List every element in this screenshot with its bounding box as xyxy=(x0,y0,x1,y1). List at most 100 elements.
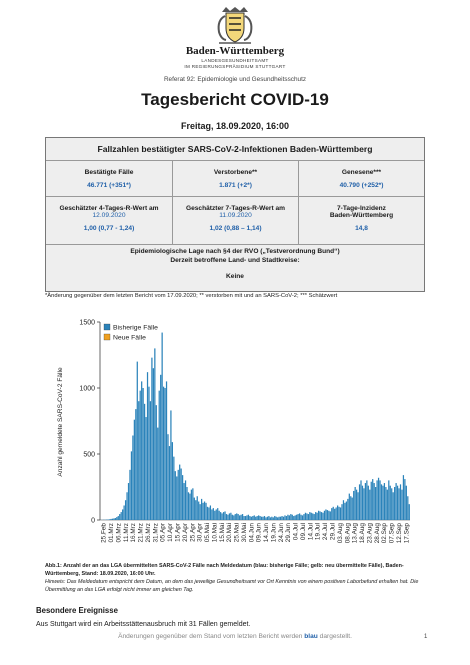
x-tick-label: 03.Aug xyxy=(337,523,344,544)
x-tick-label: 24.Jun xyxy=(278,523,285,543)
bar-bisherige xyxy=(127,483,130,520)
legend-swatch xyxy=(103,333,111,341)
bar-bisherige xyxy=(236,513,238,520)
bar-bisherige xyxy=(155,405,157,520)
bar-bisherige xyxy=(215,509,217,520)
bar-bisherige xyxy=(149,401,152,520)
x-tick-label: 30.Mai xyxy=(241,523,248,542)
x-tick-label: 25.Apr xyxy=(189,522,196,542)
bar-bisherige xyxy=(399,484,402,520)
bar-bisherige xyxy=(111,518,114,520)
bar-bisherige xyxy=(230,512,232,520)
bar-bisherige xyxy=(364,483,367,520)
bar-bisherige xyxy=(199,504,201,520)
bar-bisherige xyxy=(239,515,241,520)
bar-bisherige xyxy=(385,487,387,520)
table-heading-row: Fallzahlen bestätigter SARS-CoV-2-Infekt… xyxy=(46,138,424,161)
x-tick-label: 24.Jul xyxy=(322,523,329,540)
bar-bisherige xyxy=(272,517,274,520)
bar-bisherige xyxy=(206,506,209,520)
bar-bisherige xyxy=(217,508,219,520)
bar-bisherige xyxy=(165,381,168,520)
bar-bisherige xyxy=(291,514,293,520)
x-tick-label: 28.Aug xyxy=(374,523,381,544)
bar-bisherige xyxy=(293,516,295,520)
y-tick-label: 500 xyxy=(83,451,95,458)
bar-bisherige xyxy=(328,510,330,520)
bar-bisherige xyxy=(268,516,270,520)
bar-bisherige xyxy=(320,512,323,520)
x-tick-label: 04.Jun xyxy=(248,523,255,543)
bar-bisherige xyxy=(294,515,296,520)
bar-bisherige xyxy=(129,469,131,520)
y-tick-label: 0 xyxy=(91,517,95,524)
bar-bisherige xyxy=(177,469,179,520)
page-footer: Änderungen gegenüber dem Stand vom letzt… xyxy=(0,633,470,640)
bar-bisherige xyxy=(133,419,135,520)
table-row-totals: Bestätigte Fälle 46.771 (+351*) Verstorb… xyxy=(46,160,424,197)
bar-bisherige xyxy=(307,514,309,520)
bar-bisherige xyxy=(271,516,273,520)
x-tick-label: 01.Mrz xyxy=(108,523,115,543)
bar-bisherige xyxy=(258,515,260,520)
bar-bisherige xyxy=(201,498,203,520)
bar-bisherige xyxy=(297,514,299,520)
bar-bisherige xyxy=(195,500,197,520)
x-tick-label: 10.Mai xyxy=(211,523,218,542)
bar-bisherige xyxy=(224,511,226,520)
bar-bisherige xyxy=(386,489,388,520)
bar-bisherige xyxy=(136,361,138,520)
bar-bisherige xyxy=(170,410,172,520)
bar-bisherige xyxy=(212,508,214,520)
r4-value: 1,00 (0,77 - 1,24) xyxy=(83,225,135,232)
r7-date: 11.09.2020 xyxy=(219,212,252,219)
incidence-label-1: 7-Tage-Inzidenz xyxy=(337,205,386,212)
bar-bisherige xyxy=(313,514,315,520)
bar-bisherige xyxy=(405,485,407,520)
x-tick-label: 20.Mai xyxy=(226,523,233,542)
bar-bisherige xyxy=(233,515,235,520)
x-tick-label: 25.Feb xyxy=(101,523,108,543)
bar-bisherige xyxy=(160,374,162,520)
x-tick-label: 16.Mrz xyxy=(130,523,137,543)
bar-bisherige xyxy=(158,390,160,520)
bar-bisherige xyxy=(335,507,337,520)
bar-bisherige xyxy=(312,513,314,520)
bar-bisherige xyxy=(354,487,356,520)
bar-bisherige xyxy=(388,480,390,520)
bar-bisherige xyxy=(369,489,371,520)
incidence-value: 14,8 xyxy=(355,225,368,232)
legend-label: Neue Fälle xyxy=(113,335,146,342)
bar-bisherige xyxy=(259,516,261,520)
bar-bisherige xyxy=(246,515,248,520)
bar-bisherige xyxy=(180,468,182,520)
bar-bisherige xyxy=(370,481,372,520)
recovered-value: 40.790 (+252*) xyxy=(339,182,384,189)
bar-bisherige xyxy=(130,451,133,520)
x-tick-label: 25.Mai xyxy=(234,523,241,542)
bar-bisherige xyxy=(356,489,358,520)
deaths-label: Verstorbene** xyxy=(213,169,258,176)
bar-bisherige xyxy=(319,511,321,520)
r7-value: 1,02 (0,88 – 1,14) xyxy=(209,225,262,232)
bar-bisherige xyxy=(221,513,223,520)
bar-bisherige xyxy=(116,517,118,520)
bar-bisherige xyxy=(123,505,125,520)
x-tick-label: 08.Aug xyxy=(344,523,351,544)
bar-bisherige xyxy=(407,496,409,520)
report-date: Freitag, 18.09.2020, 16:00 xyxy=(180,121,290,131)
bar-bisherige xyxy=(227,514,229,520)
bar-bisherige xyxy=(389,485,391,520)
bar-bisherige xyxy=(117,516,119,520)
org-line-1: LANDESGESUNDHEITSAMT xyxy=(201,58,269,63)
bar-bisherige xyxy=(208,507,210,520)
bar-bisherige xyxy=(382,485,384,520)
bar-bisherige xyxy=(249,516,251,520)
bar-bisherige xyxy=(296,514,298,520)
bar-bisherige xyxy=(274,516,276,520)
bar-bisherige xyxy=(350,496,352,520)
bar-bisherige xyxy=(110,518,112,520)
bar-bisherige xyxy=(203,501,206,520)
bar-bisherige xyxy=(347,498,349,520)
legend-swatch xyxy=(103,323,111,331)
